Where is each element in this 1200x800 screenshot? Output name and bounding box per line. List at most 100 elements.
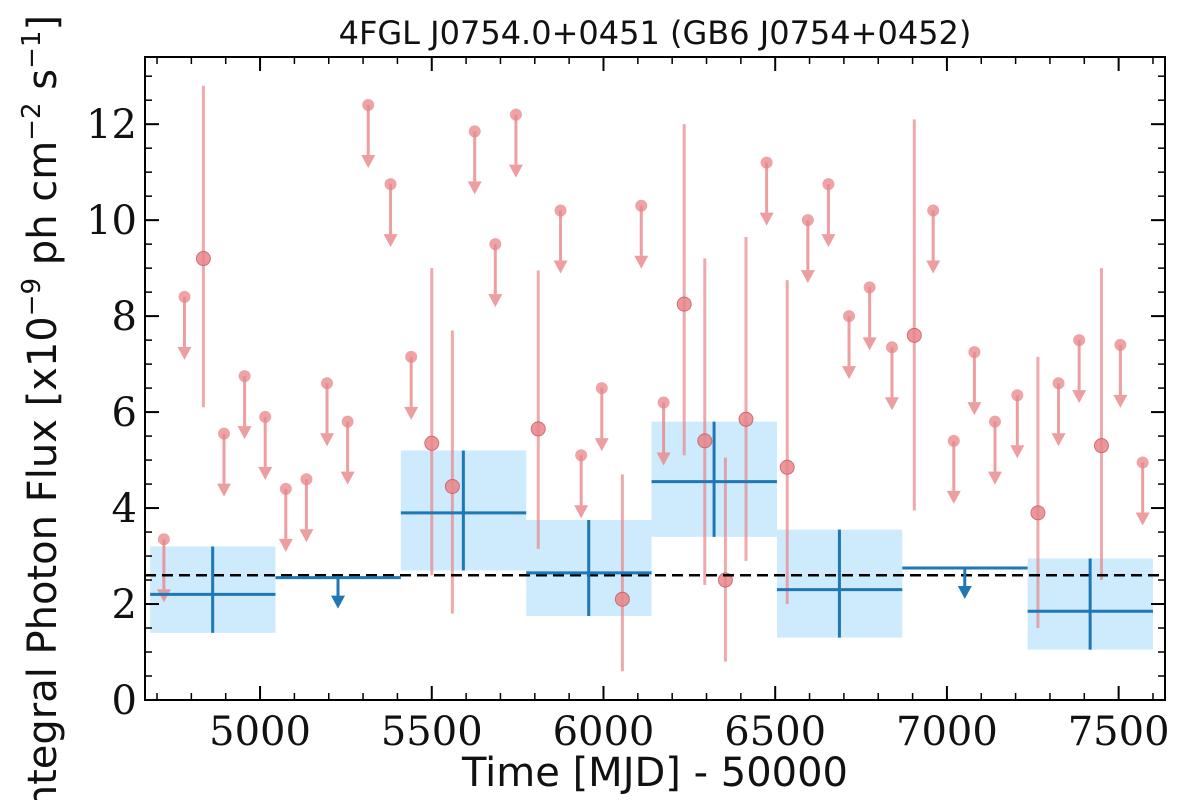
x-tick-label: 6000 xyxy=(553,709,655,755)
upper-limit-arrow xyxy=(216,483,231,497)
y-axis-title-part: ph cm xyxy=(20,141,66,278)
monthly-point xyxy=(444,478,460,494)
upper-limit-point xyxy=(1011,389,1024,402)
upper-limit-arrow xyxy=(488,294,503,308)
monthly-point xyxy=(1093,438,1109,454)
upper-limit-arrow xyxy=(594,438,609,452)
upper-limit-point xyxy=(362,98,375,111)
upper-limit-point xyxy=(405,350,418,363)
upper-limit-arrow xyxy=(988,471,1002,485)
upper-limit-point xyxy=(843,310,856,323)
y-tick-label: 8 xyxy=(112,294,137,340)
upper-limit-point xyxy=(279,482,292,495)
yearly-ul-arrow xyxy=(331,595,346,609)
y-axis-title-part: Integral Photon Flux [x10 xyxy=(20,316,66,800)
x-axis-title: Time [MJD] - 50000 xyxy=(461,750,848,796)
upper-limit-arrow xyxy=(821,234,836,248)
x-tick-label: 5500 xyxy=(381,709,483,755)
upper-limit-point xyxy=(300,473,313,486)
y-tick-label: 12 xyxy=(86,102,137,148)
upper-limit-point xyxy=(1052,377,1065,390)
monthly-point xyxy=(779,459,795,475)
upper-limit-arrow xyxy=(1051,433,1066,447)
upper-limit-arrow xyxy=(656,452,671,466)
upper-limit-arrow xyxy=(574,505,589,519)
upper-limit-point xyxy=(595,382,608,395)
monthly-point xyxy=(424,435,440,451)
upper-limit-arrow xyxy=(278,538,293,552)
upper-limit-arrow xyxy=(553,260,568,274)
upper-limit-arrow xyxy=(299,529,314,543)
upper-limit-point xyxy=(575,449,588,462)
upper-limit-point xyxy=(178,290,191,303)
upper-limit-point xyxy=(635,199,648,212)
upper-limit-arrow xyxy=(842,366,857,380)
upper-limit-arrow xyxy=(383,234,398,248)
plot-frame xyxy=(144,56,1166,701)
monthly-point xyxy=(738,411,754,427)
x-tick-label: 7500 xyxy=(1068,709,1170,755)
y-axis-title: Integral Photon Flux [x10−9 ph cm−2 s−1] xyxy=(17,15,66,800)
upper-limit-point xyxy=(947,434,960,447)
x-tick-label: 5000 xyxy=(209,709,311,755)
upper-limit-arrow xyxy=(926,260,941,274)
upper-limit-arrow xyxy=(258,466,273,480)
y-axis-title-exp: −1 xyxy=(17,31,47,69)
upper-limit-point xyxy=(760,156,773,169)
upper-limit-point xyxy=(1136,456,1149,469)
y-tick-label: 0 xyxy=(112,678,137,724)
upper-limit-arrow xyxy=(467,181,482,195)
upper-limit-arrow xyxy=(634,255,649,269)
upper-limit-point xyxy=(384,178,397,191)
upper-limit-arrow xyxy=(862,337,877,351)
monthly-points xyxy=(156,85,1150,672)
y-axis-title-part: s xyxy=(20,69,66,103)
upper-limit-point xyxy=(968,346,981,359)
upper-limit-point xyxy=(822,178,835,191)
chart-title: 4FGL J0754.0+0451 (GB6 J0754+0452) xyxy=(339,14,972,52)
upper-limit-arrow xyxy=(340,471,355,485)
monthly-point xyxy=(614,591,630,607)
monthly-point xyxy=(195,251,211,267)
upper-limit-arrow xyxy=(404,406,419,420)
y-tick-labels: 0 2 4 6 8 10 12 xyxy=(86,102,137,724)
monthly-point xyxy=(1030,505,1046,521)
upper-limit-arrow xyxy=(1072,390,1087,404)
upper-limit-point xyxy=(989,415,1001,428)
monthly-point xyxy=(530,421,546,437)
axes xyxy=(144,56,1166,701)
upper-limit-point xyxy=(657,396,670,409)
y-tick-label: 10 xyxy=(86,198,137,244)
upper-limit-point xyxy=(217,427,230,440)
upper-limit-arrow xyxy=(237,426,252,440)
upper-limit-point xyxy=(863,281,876,294)
upper-limit-arrow xyxy=(177,346,192,360)
upper-limit-arrow xyxy=(759,212,774,226)
upper-limit-point xyxy=(1114,338,1127,351)
yearly-ul-arrow xyxy=(957,586,972,600)
upper-limit-point xyxy=(927,204,940,217)
y-tick-label: 2 xyxy=(112,582,137,628)
yearly-points xyxy=(150,421,1153,650)
monthly-point xyxy=(697,433,713,449)
upper-limit-point xyxy=(554,204,567,217)
upper-limit-point xyxy=(341,415,354,428)
upper-limit-arrow xyxy=(508,164,523,178)
upper-limit-point xyxy=(509,108,522,121)
upper-limit-point xyxy=(1073,334,1086,347)
upper-limit-point xyxy=(468,125,481,138)
upper-limit-arrow xyxy=(1010,445,1025,459)
y-axis-title-exp: −2 xyxy=(17,102,47,140)
upper-limit-point xyxy=(259,410,272,423)
y-tick-label: 6 xyxy=(112,390,137,436)
upper-limit-point xyxy=(157,533,170,546)
upper-limit-arrow xyxy=(967,402,982,416)
x-tick-labels: 5000 5500 6000 6500 7000 7500 xyxy=(209,709,1169,755)
upper-limit-arrow xyxy=(320,433,335,447)
monthly-point xyxy=(676,296,692,312)
monthly-point xyxy=(906,327,922,343)
upper-limit-point xyxy=(885,341,898,354)
y-axis-title-exp: −9 xyxy=(17,278,47,316)
x-tick-label: 6500 xyxy=(724,709,826,755)
